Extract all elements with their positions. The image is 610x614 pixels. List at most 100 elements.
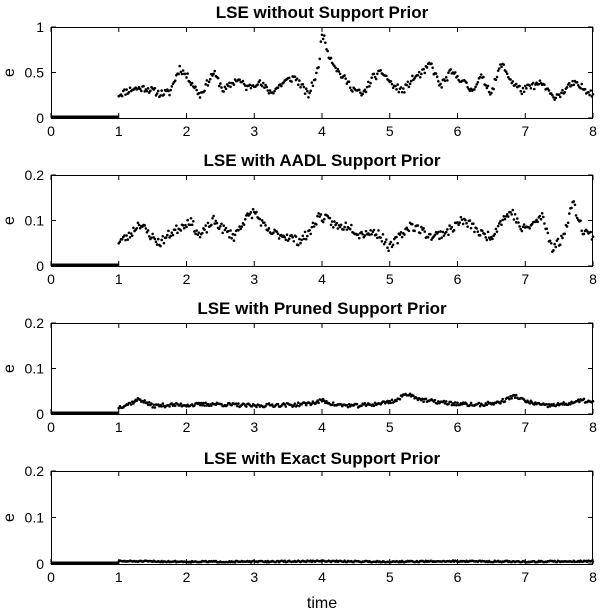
data-point [561, 88, 564, 92]
data-point [413, 229, 416, 233]
data-point [132, 402, 135, 405]
panel-4: LSE with Exact Support Prior e 0 1 2 3 4 5 6 7 8 0 0… [1, 449, 597, 612]
data-point [460, 218, 464, 221]
data-point [465, 81, 468, 84]
data-point [296, 401, 300, 405]
data-point [446, 228, 449, 231]
data-point [459, 215, 463, 219]
data-point [181, 69, 185, 72]
y-tick-label: 0 [36, 556, 44, 572]
data-point [307, 95, 310, 99]
data-point [154, 240, 158, 244]
data-point [551, 93, 554, 97]
data-point [149, 89, 152, 93]
data-point [563, 232, 567, 236]
data-point [389, 401, 393, 405]
y-axis-label: e [1, 216, 18, 225]
data-point [505, 72, 509, 76]
data-point [143, 399, 147, 402]
data-point [170, 402, 174, 405]
x-tick-label: 0 [47, 419, 55, 435]
x-tick-label: 5 [386, 123, 394, 139]
data-point [142, 401, 145, 404]
data-point [579, 219, 582, 222]
data-point [355, 402, 359, 406]
data-point [345, 228, 349, 231]
data-point [167, 229, 170, 233]
data-point [571, 79, 574, 83]
data-point [514, 221, 518, 224]
data-point [543, 222, 546, 225]
data-point [272, 91, 275, 95]
data-point [530, 222, 534, 226]
data-point [474, 85, 477, 89]
data-point [582, 397, 586, 401]
data-point [260, 84, 264, 88]
data-point [296, 83, 300, 87]
data-point [422, 227, 425, 230]
data-point [561, 236, 564, 240]
data-point [442, 399, 446, 403]
data-point [258, 79, 262, 82]
data-point [155, 92, 159, 95]
data-point [443, 402, 447, 405]
data-point [510, 213, 513, 216]
data-point [232, 239, 236, 242]
data-point [230, 237, 233, 240]
data-point [456, 74, 459, 78]
y-tick-label: 0 [36, 110, 44, 126]
data-point [221, 231, 224, 235]
data-point [228, 81, 231, 85]
data-point [390, 398, 394, 402]
data-point [246, 212, 249, 215]
data-point [440, 236, 443, 239]
data-point [301, 82, 305, 86]
data-point [359, 91, 362, 94]
data-point [343, 225, 346, 229]
data-point [143, 90, 147, 93]
data-point [521, 225, 525, 229]
x-tick-label: 4 [318, 419, 326, 435]
x-tick-label: 3 [250, 123, 258, 139]
data-point [179, 402, 183, 406]
data-point [308, 401, 311, 405]
data-point [558, 95, 562, 99]
x-tick-label: 1 [115, 569, 123, 585]
data-point [264, 83, 267, 87]
data-point [396, 241, 399, 245]
data-point [501, 397, 504, 401]
data-point [205, 79, 209, 82]
data-point [455, 403, 458, 407]
data-point [562, 401, 565, 404]
x-tick-label: 6 [454, 419, 462, 435]
y-tick-label: 1 [36, 19, 44, 35]
data-point [198, 235, 202, 239]
data-point [439, 230, 442, 233]
data-point [586, 230, 589, 233]
data-point [372, 228, 376, 232]
data-point [376, 72, 379, 76]
data-point [391, 86, 395, 90]
data-point [369, 228, 372, 232]
data-point [373, 401, 377, 405]
data-point [446, 79, 449, 82]
x-tick-label: 4 [318, 123, 326, 139]
data-point [495, 230, 499, 233]
data-point [510, 397, 513, 400]
x-tick-label: 1 [115, 271, 123, 287]
data-point [363, 402, 367, 405]
data-point [282, 81, 285, 84]
data-point [391, 243, 395, 247]
data-point [368, 233, 371, 237]
data-point [135, 399, 139, 402]
data-point [418, 231, 422, 235]
data-point [344, 221, 348, 225]
data-point [520, 229, 524, 233]
data-point [509, 394, 512, 398]
data-point [482, 75, 485, 79]
data-point [499, 220, 502, 223]
data-point [500, 399, 503, 403]
data-point [287, 76, 291, 80]
data-point [579, 86, 582, 90]
data-point [211, 216, 214, 220]
